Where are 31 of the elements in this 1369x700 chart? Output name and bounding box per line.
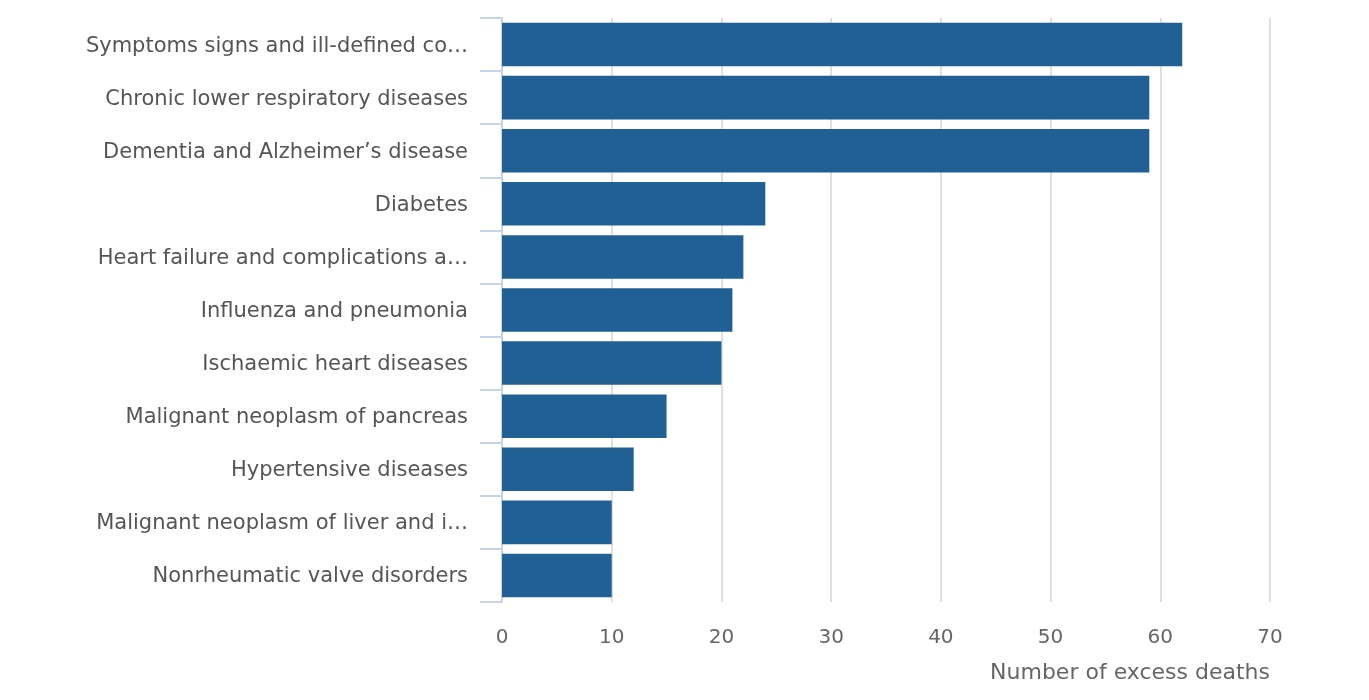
x-tick-label: 50 (1037, 624, 1064, 648)
bar (502, 182, 766, 226)
bar (502, 394, 667, 438)
bar (502, 288, 733, 332)
bar (502, 341, 722, 385)
y-tick-label: Dementia and Alzheimer’s disease (103, 138, 468, 163)
y-tick-label: Ischaemic heart diseases (202, 351, 468, 376)
bar (502, 447, 634, 492)
x-axis-title: Number of excess deaths (990, 658, 1270, 684)
y-tick-label: Symptoms signs and ill-defined co… (85, 32, 468, 57)
x-tick-label: 60 (1147, 624, 1174, 648)
y-tick-label: Malignant neoplasm of liver and i… (96, 510, 468, 535)
x-tick-label: 20 (708, 624, 735, 648)
x-tick-label: 70 (1257, 624, 1283, 648)
y-tick-label: Heart failure and complications a… (97, 244, 468, 269)
x-tick-label: 0 (495, 624, 509, 648)
bar (502, 128, 1150, 173)
bar (502, 75, 1150, 120)
bar (502, 235, 744, 279)
y-tick-label: Malignant neoplasm of pancreas (125, 404, 468, 429)
bar (502, 500, 612, 545)
bar (502, 553, 612, 598)
y-tick-label: Diabetes (374, 191, 468, 216)
x-tick-label: 30 (818, 624, 844, 648)
x-tick-label: 10 (598, 624, 625, 648)
y-tick-label: Influenza and pneumonia (200, 298, 468, 322)
y-tick-label: Hypertensive diseases (230, 457, 468, 482)
x-tick-label: 40 (928, 624, 954, 648)
y-tick-label: Chronic lower respiratory diseases (105, 85, 468, 110)
y-tick-label: Nonrheumatic valve disorders (152, 563, 468, 588)
bar (502, 22, 1183, 67)
